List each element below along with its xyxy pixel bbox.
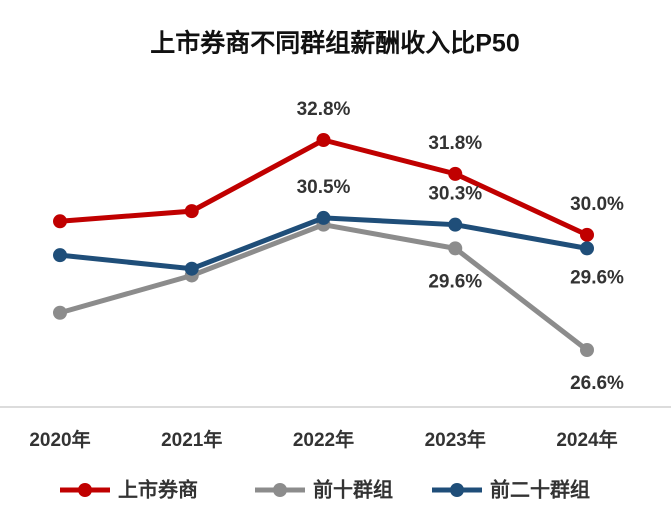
legend-marker [450, 483, 464, 497]
point [53, 305, 67, 320]
point [448, 217, 463, 232]
x-tick-label: 2020年 [29, 428, 90, 451]
data-label: 26.6% [570, 373, 624, 394]
x-tick-label: 2021年 [161, 428, 222, 451]
point [53, 248, 67, 263]
line [59, 222, 589, 352]
point [448, 166, 463, 181]
point [316, 210, 331, 225]
point [316, 133, 331, 147]
point [53, 214, 67, 229]
data-label: 31.8% [428, 133, 482, 154]
data-label: 29.6% [570, 267, 624, 288]
point [580, 343, 594, 357]
point [184, 204, 199, 219]
point [184, 261, 199, 276]
legend-marker [273, 483, 287, 497]
legend-label: 前十群组 [313, 477, 393, 501]
point [580, 227, 594, 242]
data-label: 32.8% [297, 99, 351, 120]
data-label: 30.3% [428, 184, 482, 205]
legend-label: 上市券商 [118, 477, 198, 501]
data-label: 30.0% [570, 194, 624, 215]
legend-label: 前二十群组 [490, 477, 590, 501]
data-label: 30.5% [297, 177, 351, 198]
point [448, 241, 463, 256]
legend-marker [78, 483, 92, 497]
x-tick-label: 2024年 [556, 428, 617, 451]
x-tick-label: 2023年 [425, 428, 486, 451]
data-label: 29.6% [428, 271, 482, 292]
chart-title: 上市券商不同群组薪酬收入比P50 [150, 29, 519, 58]
x-tick-label: 2022年 [293, 428, 354, 451]
point [580, 241, 594, 256]
